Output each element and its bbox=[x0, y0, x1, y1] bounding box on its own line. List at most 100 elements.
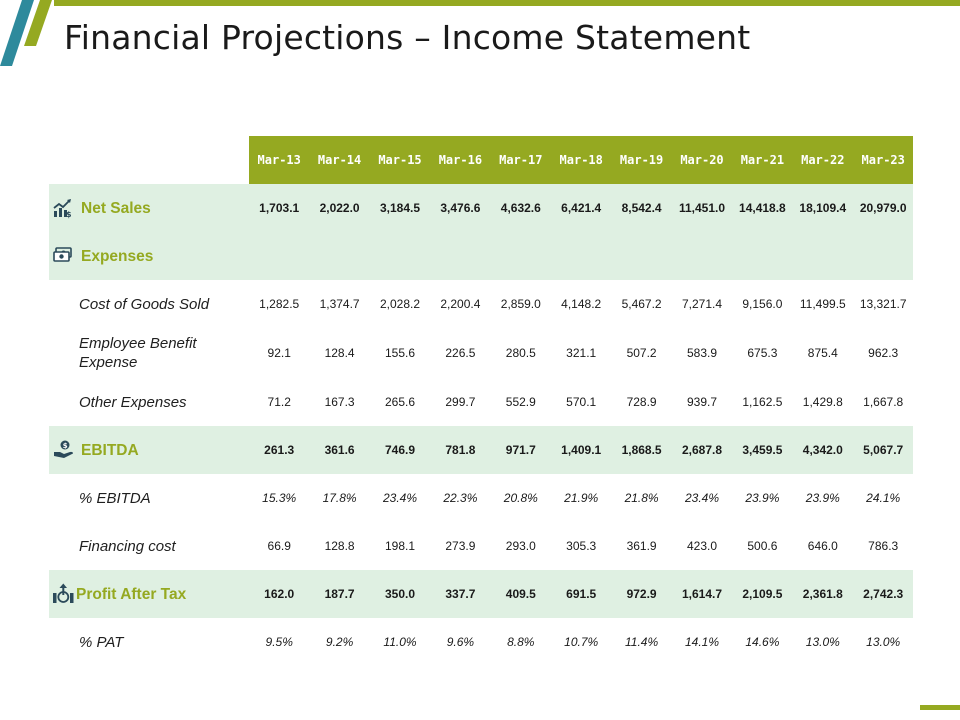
table-row-employee-benefit: Employee Benefit Expense 92.1 128.4 155.6 2… bbox=[49, 328, 913, 378]
table-cell: 6,421.4 bbox=[561, 201, 602, 215]
table-cell: 570.1 bbox=[566, 395, 597, 409]
row-label: % PAT bbox=[79, 633, 124, 651]
income-statement-table: Mar-13 Mar-14 Mar-15 Mar-16 Mar-17 Mar-1… bbox=[49, 136, 913, 666]
table-cell: 962.3 bbox=[868, 346, 899, 360]
top-rule bbox=[54, 0, 960, 6]
table-cell: 5,067.7 bbox=[863, 443, 904, 457]
row-label: Employee Benefit Expense bbox=[79, 335, 197, 371]
table-cell: 11.0% bbox=[383, 635, 417, 649]
row-label: Expenses bbox=[81, 247, 154, 265]
table-row-pat: Profit After Tax 162.0 187.7 350.0 337.7 409… bbox=[49, 570, 913, 618]
table-cell: 8.8% bbox=[507, 635, 535, 649]
table-cell: 22.3% bbox=[443, 491, 478, 505]
col-header: Mar-23 bbox=[861, 153, 905, 167]
table-cell: 5,467.2 bbox=[621, 297, 662, 311]
sales-growth-icon: $ bbox=[52, 184, 74, 232]
table-cell: 66.9 bbox=[267, 539, 291, 553]
row-label: EBITDA bbox=[81, 441, 139, 459]
table-cell: 409.5 bbox=[505, 587, 536, 601]
table-cell: 337.7 bbox=[445, 587, 476, 601]
table-cell: 971.7 bbox=[505, 443, 536, 457]
table-cell: 350.0 bbox=[384, 587, 415, 601]
table-cell: 14,418.8 bbox=[739, 201, 786, 215]
table-cell: 13.0% bbox=[805, 635, 840, 649]
table-cell: 3,476.6 bbox=[440, 201, 481, 215]
table-cell: 226.5 bbox=[445, 346, 476, 360]
table-cell: 1,703.1 bbox=[259, 201, 300, 215]
table-cell: 9.2% bbox=[325, 635, 354, 649]
table-cell: 11,451.0 bbox=[678, 201, 726, 215]
table-cell: 939.7 bbox=[686, 395, 717, 409]
table-cell: 2,028.2 bbox=[379, 297, 421, 311]
table-cell: 9.5% bbox=[265, 635, 293, 649]
table-cell: 2,742.3 bbox=[863, 587, 904, 601]
table-cell: 1,374.7 bbox=[319, 297, 360, 311]
table-row-expenses: Expenses bbox=[49, 232, 913, 280]
table-row-net-sales: $ Net Sales 1,703.1 2,022.0 3,184.5 3,476.6… bbox=[49, 184, 913, 232]
table-cell: 13.0% bbox=[866, 635, 901, 649]
table-cell: 728.9 bbox=[626, 395, 657, 409]
bottom-accent-bar bbox=[920, 705, 960, 710]
col-header: Mar-19 bbox=[619, 153, 664, 167]
table-cell: 24.1% bbox=[866, 491, 901, 505]
table-cell: 3,459.5 bbox=[742, 443, 783, 457]
table-cell: 11.4% bbox=[625, 635, 659, 649]
col-header: Mar-14 bbox=[317, 153, 362, 167]
table-cell: 361.6 bbox=[324, 443, 355, 457]
row-label: Net Sales bbox=[81, 199, 151, 217]
col-header: Mar-20 bbox=[680, 153, 724, 167]
table-cell: 500.6 bbox=[747, 539, 778, 553]
table-cell: 8,542.4 bbox=[621, 201, 662, 215]
col-header: Mar-17 bbox=[499, 153, 543, 167]
table-cell: 1,868.5 bbox=[621, 443, 662, 457]
svg-text:$: $ bbox=[63, 442, 68, 450]
table-cell: 2,109.5 bbox=[742, 587, 783, 601]
table-cell: 187.7 bbox=[324, 587, 355, 601]
row-label: % EBITDA bbox=[79, 489, 151, 507]
table-cell: 162.0 bbox=[264, 587, 295, 601]
table-cell: 167.3 bbox=[324, 395, 355, 409]
table-cell: 20.8% bbox=[503, 491, 538, 505]
table-cell: 10.7% bbox=[564, 635, 599, 649]
table-cell: 2,200.4 bbox=[440, 297, 481, 311]
table-cell: 972.9 bbox=[626, 587, 657, 601]
table-cell: 23.9% bbox=[745, 491, 780, 505]
table-cell: 7,271.4 bbox=[681, 297, 723, 311]
table-cell: 1,667.8 bbox=[863, 395, 904, 409]
table-cell: 18,109.4 bbox=[799, 201, 847, 215]
svg-text:$: $ bbox=[66, 210, 72, 219]
table-row-other-expenses: Other Expenses 71.2 167.3 265.6 299.7 552.9 5… bbox=[49, 378, 913, 426]
bar-arrow-icon bbox=[52, 570, 76, 618]
row-label: Financing cost bbox=[79, 537, 176, 555]
table-cell: 261.3 bbox=[264, 443, 295, 457]
hand-coin-icon: $ bbox=[52, 426, 76, 474]
corner-stripes bbox=[0, 0, 52, 66]
table-cell: 4,342.0 bbox=[802, 443, 843, 457]
table-cell: 2,687.8 bbox=[681, 443, 723, 457]
table-cell: 198.1 bbox=[384, 539, 415, 553]
table-cell: 21.9% bbox=[564, 491, 599, 505]
table-cell: 583.9 bbox=[686, 346, 717, 360]
table-cell: 280.5 bbox=[505, 346, 536, 360]
table-cell: 4,632.6 bbox=[500, 201, 541, 215]
table-cell: 155.6 bbox=[384, 346, 415, 360]
table-cell: 14.1% bbox=[684, 635, 719, 649]
table-cell: 293.0 bbox=[505, 539, 536, 553]
table-cell: 21.8% bbox=[624, 491, 659, 505]
table-cell: 646.0 bbox=[807, 539, 838, 553]
table-cell: 746.9 bbox=[384, 443, 415, 457]
table-cell: 299.7 bbox=[445, 395, 476, 409]
table-cell: 92.1 bbox=[267, 346, 291, 360]
table-row-ebitda: $ EBITDA 261.3 361.6 746.9 781.8 971.7 1,409.… bbox=[49, 426, 913, 474]
col-header: Mar-16 bbox=[438, 153, 483, 167]
table-cell: 273.9 bbox=[445, 539, 476, 553]
col-header: Mar-22 bbox=[801, 153, 845, 167]
table-cell: 781.8 bbox=[445, 443, 476, 457]
table-cell: 1,429.8 bbox=[802, 395, 843, 409]
table-cell: 14.6% bbox=[745, 635, 780, 649]
header-band bbox=[249, 136, 913, 184]
table-cell: 4,148.2 bbox=[561, 297, 602, 311]
table-row-financing-cost: Financing cost 66.9 128.8 198.1 273.9 293.0 3… bbox=[49, 522, 913, 570]
table-cell: 691.5 bbox=[566, 587, 597, 601]
table-cell: 1,162.5 bbox=[742, 395, 783, 409]
